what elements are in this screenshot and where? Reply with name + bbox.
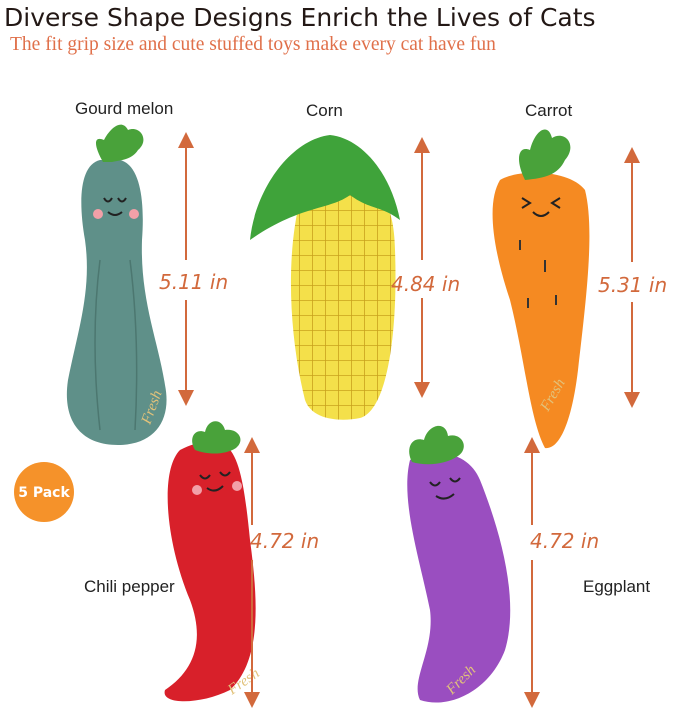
toy-chili-pepper: Fresh [164,421,263,702]
toy-label-gourd-melon: Gourd melon [75,99,173,118]
toy-label-corn: Corn [306,101,343,120]
toy-label-chili-pepper: Chili pepper [84,577,175,596]
toy-label-eggplant: Eggplant [583,577,650,596]
page-title: Diverse Shape Designs Enrich the Lives o… [4,3,596,32]
toy-eggplant: Fresh [407,425,511,703]
toy-corn [250,135,400,420]
toy-label-carrot: Carrot [525,101,573,120]
pack-badge-label: 5 Pack [18,485,70,501]
toy-carrot: Fresh [492,129,590,449]
size-carrot: 5.31 in [598,273,667,297]
size-gourd-melon: 5.11 in [159,270,228,294]
page-subtitle: The fit grip size and cute stuffed toys … [10,34,496,55]
pack-badge: 5 Pack [14,462,74,522]
toy-gourd-melon: Fresh [66,124,167,445]
size-eggplant: 4.72 in [530,529,599,553]
size-corn: 4.84 in [391,272,460,296]
size-chili-pepper: 4.72 in [250,529,319,553]
